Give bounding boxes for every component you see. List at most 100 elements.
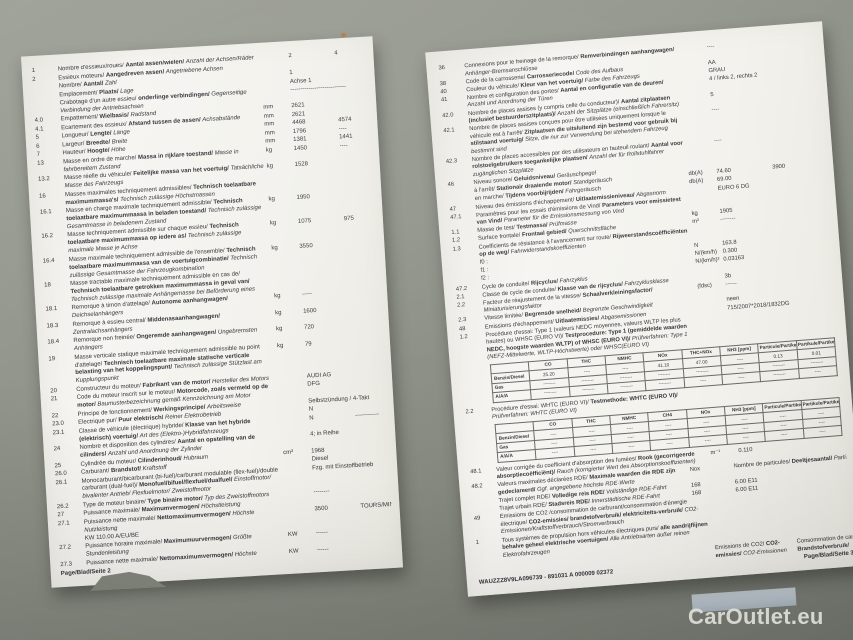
page-3-footer-label: Page/Blad/Seite 3 (803, 550, 853, 561)
label-segment: Breedte/ (85, 139, 112, 147)
item-value: 4; in Reihe (310, 430, 340, 438)
item-number: 26.1 (55, 479, 68, 486)
item-unit: kg (274, 293, 281, 300)
item-number: 36 (438, 64, 446, 72)
label-segment: Electrique pur/ (78, 417, 119, 427)
emissions-cell: ---- (650, 437, 690, 451)
label-segment: Largeur/ (61, 140, 87, 149)
item-value: 720 (303, 324, 315, 331)
label-segment: Hubraum (183, 454, 209, 462)
label-segment: Lengte/ (90, 130, 114, 139)
label-segment: f0 : (479, 259, 489, 266)
label-segment: Deichselanhängers (71, 310, 124, 320)
item-number: 1.2 (459, 333, 468, 341)
item-number: 23.1 (52, 429, 65, 437)
item-value: 1528 (294, 161, 309, 169)
item-unit: (fdsc) (697, 282, 713, 290)
emissions-cell: ---- (611, 440, 651, 454)
item-number: 24 (53, 446, 61, 453)
item-number: 27.1 (57, 520, 70, 528)
item-unit: kg (268, 196, 276, 203)
desk-speck (341, 33, 346, 37)
emissions-cell: ---- (721, 371, 761, 385)
label-segment: Testmethode: WHTC (EURO VI)/ (590, 392, 678, 406)
item-value: N (309, 415, 314, 422)
item-unit: kg (275, 326, 283, 333)
emissions-cell: ---- (688, 434, 728, 448)
label-segment: à l'arrêt/ (474, 186, 497, 195)
co2-value: ---- (749, 572, 758, 577)
emissions-cell: ---- (726, 431, 766, 445)
item-number: 18.1 (45, 306, 58, 313)
label-segment: Hauteur/ (62, 149, 88, 157)
item-unit: kg (274, 309, 282, 317)
item-unit: kg (266, 163, 274, 170)
item-number: 1 (475, 539, 480, 546)
co2-value: ---- (772, 570, 782, 577)
item-number: 21 (50, 396, 58, 403)
label-segment: Kraftstoff (142, 464, 167, 473)
label-segment: Breite (111, 138, 128, 146)
coc-page-3-rows: 36 Connexions pour le freinage de la remo… (438, 36, 853, 576)
label-segment: Carburant/ (80, 468, 112, 476)
item-number: 18 (44, 282, 52, 289)
item-unit (679, 44, 707, 46)
label-segment: Empattement/ (60, 114, 100, 123)
item-value: ---- (706, 43, 715, 51)
label-segment: Prüfmasse (548, 220, 578, 229)
item-number: 48.1 (470, 468, 482, 475)
label-segment: Höchstleistung (201, 502, 241, 511)
label-segment: Aantal/ (83, 80, 106, 89)
coc-page-2: 1 Nombre d'essieux/roues/ Aantal assen/wi… (20, 36, 404, 588)
item-number (34, 100, 60, 101)
item-number: 42.3 (445, 158, 458, 166)
emissions-cell: -------- (760, 368, 800, 382)
item-number: 2 (32, 76, 36, 83)
item-number: 16.2 (41, 233, 54, 241)
item-number: 48.2 (471, 483, 483, 491)
label-segment: Fahrgeräusch (565, 186, 602, 196)
emissions-cell: -------- (569, 383, 608, 397)
emissions-cell: ---- (803, 425, 843, 439)
item-number (33, 92, 59, 93)
item-value: 0.110 (738, 446, 753, 454)
co2-value: ---- (826, 566, 835, 573)
label-segment: Hoogte/ (87, 147, 112, 156)
label-segment: Remverbindingen aanhangwagen/ (580, 46, 675, 61)
item-number: 16 (38, 193, 46, 200)
item-number: 42.1 (443, 127, 455, 135)
co2-value: 5.2 (796, 568, 806, 576)
label-segment: Rijcyclus/ (530, 278, 560, 287)
label-segment: f1 : (480, 267, 489, 275)
label-segment: f2 : (480, 275, 490, 283)
item-unit: kg (271, 244, 278, 252)
emissions-cell: -------- (530, 386, 570, 400)
item-number: 27.2 (59, 544, 72, 552)
label-segment: Nombre/ (58, 82, 84, 90)
item-value: 975 (343, 216, 355, 223)
item-value: 1075 (297, 218, 312, 226)
item-value: 79 (304, 340, 312, 348)
item-number: 41 (440, 96, 448, 104)
label-segment: Länge (113, 129, 131, 137)
label-segment: Achsabstände (202, 114, 241, 124)
item-number: 47.1 (449, 213, 462, 221)
item-number: 1.3 (452, 245, 462, 253)
label-segment: Brandstof/ (110, 466, 143, 475)
co2-value: 137 (717, 573, 749, 576)
co2-value: 3.9 (798, 575, 828, 576)
emissions-cell: A/A/A (492, 390, 532, 403)
coc-page-3: 36 Connexions pour le freinage de la remo… (425, 21, 853, 597)
item-value: DFG (307, 381, 321, 388)
item-number: 16.1 (39, 209, 52, 216)
item-unit: kg (276, 342, 284, 349)
label-segment: Partikelzahl (833, 453, 853, 463)
item-value: 1450 (293, 145, 308, 152)
label-segment: Essieux moteurs/ (58, 72, 107, 81)
item-value: 3550 (299, 242, 313, 250)
co2-value: ---- (827, 573, 853, 576)
item-number: 18.3 (46, 322, 59, 330)
watermark: CarOutlet.eu (688, 604, 824, 629)
emissions-cell: ---- (535, 446, 575, 460)
